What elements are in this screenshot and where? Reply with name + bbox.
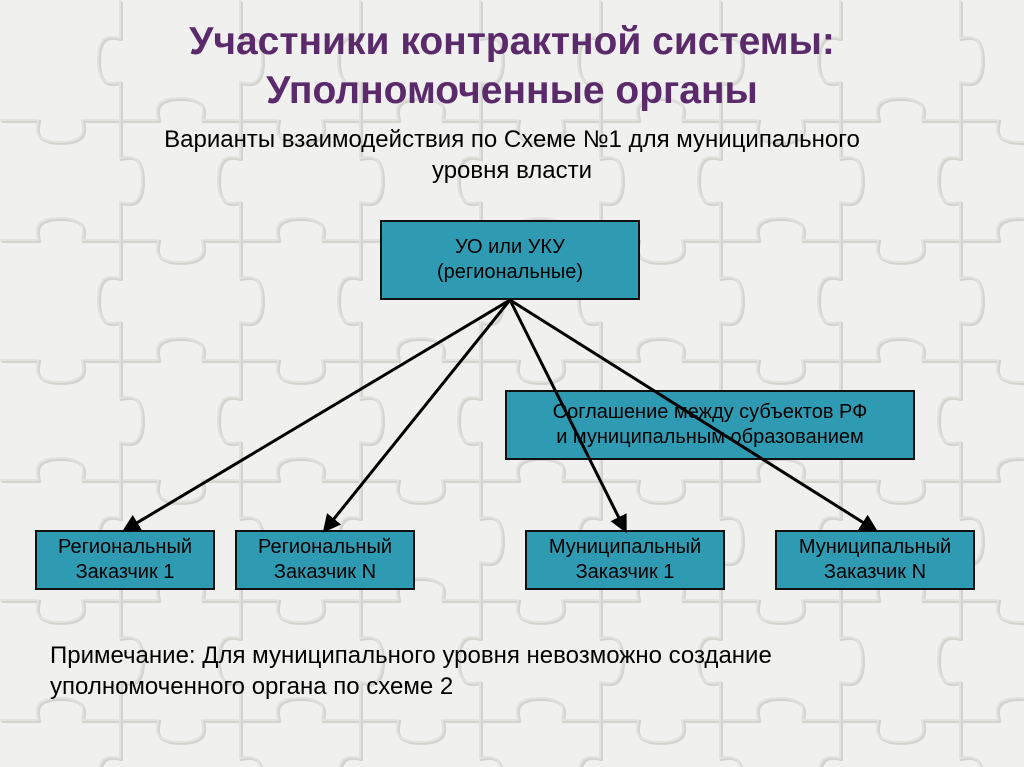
- title-line-1: Участники контрактной системы:: [189, 20, 835, 63]
- slide-content: Участники контрактной системы: Уполномоч…: [0, 0, 1024, 767]
- node-agreement: Соглашение между субъектов РФ и муниципа…: [505, 390, 915, 460]
- node-rn: Региональный Заказчик N: [235, 530, 415, 590]
- footnote-line-2: уполномоченного органа по схеме 2: [50, 673, 453, 700]
- node-mn: Муниципальный Заказчик N: [775, 530, 975, 590]
- node-r1: Региональный Заказчик 1: [35, 530, 215, 590]
- footnote: Примечание: Для муниципального уровня не…: [50, 640, 772, 702]
- footnote-line-1: Примечание: Для муниципального уровня не…: [50, 642, 772, 669]
- subtitle-line-2: уровня власти: [432, 157, 592, 184]
- page-subtitle: Варианты взаимодействия по Схеме №1 для …: [0, 124, 1024, 186]
- node-m1: Муниципальный Заказчик 1: [525, 530, 725, 590]
- title-line-2: Уполномоченные органы: [266, 69, 758, 112]
- page-title: Участники контрактной системы: Уполномоч…: [0, 0, 1024, 116]
- subtitle-line-1: Варианты взаимодействия по Схеме №1 для …: [164, 126, 860, 153]
- node-root: УО или УКУ (региональные): [380, 220, 640, 300]
